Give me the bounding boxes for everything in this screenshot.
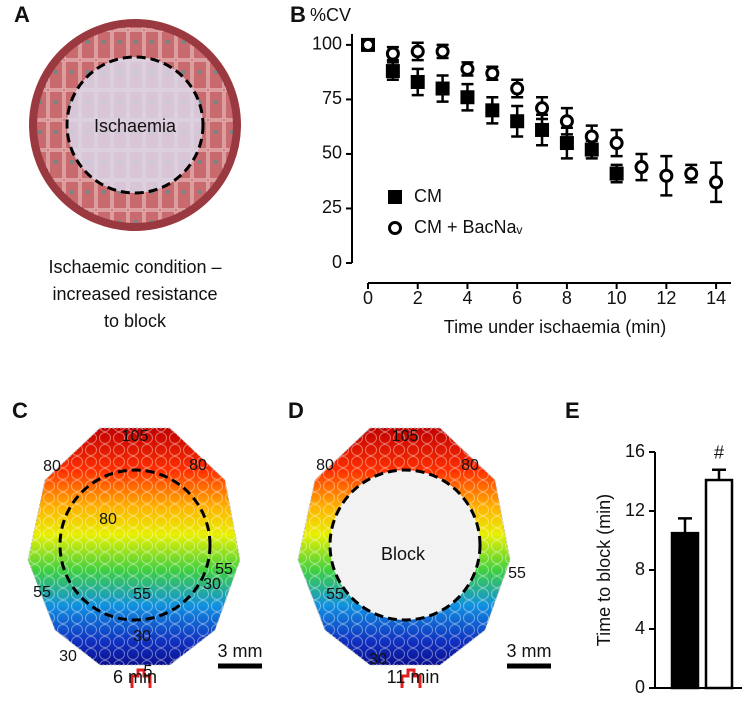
activation-map [297,427,551,688]
caption: to block [104,311,167,331]
x-tick-label: 8 [562,288,572,308]
data-point [709,175,724,190]
data-point [559,136,574,151]
y-tick-label: 16 [625,441,645,461]
panel-label: A [14,2,30,27]
contour-label: 80 [99,511,117,528]
legend-label: CM [414,186,442,206]
y-tick-label: 25 [322,197,342,217]
y-tick-label: 0 [635,677,645,697]
x-tick-label: 12 [656,288,676,308]
data-point [634,160,649,175]
data-point [510,114,525,129]
contour-label: 30 [369,651,387,668]
y-axis-title: %CV [310,5,351,25]
contour-label: 105 [392,428,419,445]
x-tick-label: 0 [363,288,373,308]
data-point [460,90,475,105]
data-point [559,114,574,129]
contour-label: 80 [43,458,61,475]
data-point [485,103,500,118]
data-point [435,81,450,96]
data-point [535,101,550,116]
y-tick-label: 100 [312,34,342,54]
x-tick-label: 10 [607,288,627,308]
data-point [361,37,375,52]
panel-label: D [288,398,304,423]
x-tick-label: 6 [512,288,522,308]
data-point [410,74,425,89]
error-bar [712,468,726,481]
x-tick-label: 2 [413,288,423,308]
data-point [385,46,400,61]
data-point [584,129,599,144]
y-tick-label: 8 [635,559,645,579]
contour-label: 55 [133,586,151,603]
scale-label: 3 mm [218,641,263,661]
data-point [410,44,425,59]
contour-label: 55 [326,586,344,603]
contour-label: 80 [189,457,207,474]
error-bar [678,517,692,534]
x-axis-title: Time under ischaemia (min) [444,317,666,337]
data-point [510,81,525,96]
panel-label: B [290,2,306,27]
caption: increased resistance [52,284,217,304]
activation-map [27,427,262,688]
data-point [584,142,599,157]
y-tick-label: 4 [635,618,645,638]
y-tick-label: 0 [332,252,342,272]
y-tick-label: 50 [322,143,342,163]
x-tick-label: 4 [462,288,472,308]
contour-label: 80 [316,457,334,474]
contour-label: 80 [461,457,479,474]
bar [704,478,734,690]
scale-label: 3 mm [507,641,552,661]
legend-label: CM + BacNaᵥ [414,217,523,237]
contour-label: 5 [144,663,153,680]
contour-label: 30 [133,628,151,645]
panel-label: C [12,398,28,423]
legend-marker [388,221,402,235]
data-point [460,61,475,76]
contour-label: 30 [59,648,77,665]
data-point [659,168,674,183]
x-tick-label: 14 [706,288,726,308]
data-point [684,166,699,181]
data-point [609,136,624,151]
contour-label: 55 [215,561,233,578]
contour-label: 55 [33,584,51,601]
data-point [535,122,550,137]
caption: Ischaemic condition – [48,257,221,277]
y-tick-label: 12 [625,500,645,520]
bar [670,531,700,690]
panel-label: E [565,398,580,423]
ischaemia-zone [65,55,205,195]
legend-marker [388,190,402,204]
data-point [435,44,450,59]
contour-label: 105 [122,428,149,445]
y-axis-title: Time to block (min) [594,494,614,646]
zone-label: Ischaemia [94,116,177,136]
block-label: Block [381,544,426,564]
data-point [609,166,624,181]
contour-label: 55 [508,565,526,582]
y-tick-label: 75 [322,88,342,108]
data-point [385,64,400,79]
map-time: 11 min [387,667,440,687]
contour-label: 30 [203,576,221,593]
data-point [485,66,500,81]
map-time: 6 min [113,667,157,687]
annotation: # [714,442,724,462]
